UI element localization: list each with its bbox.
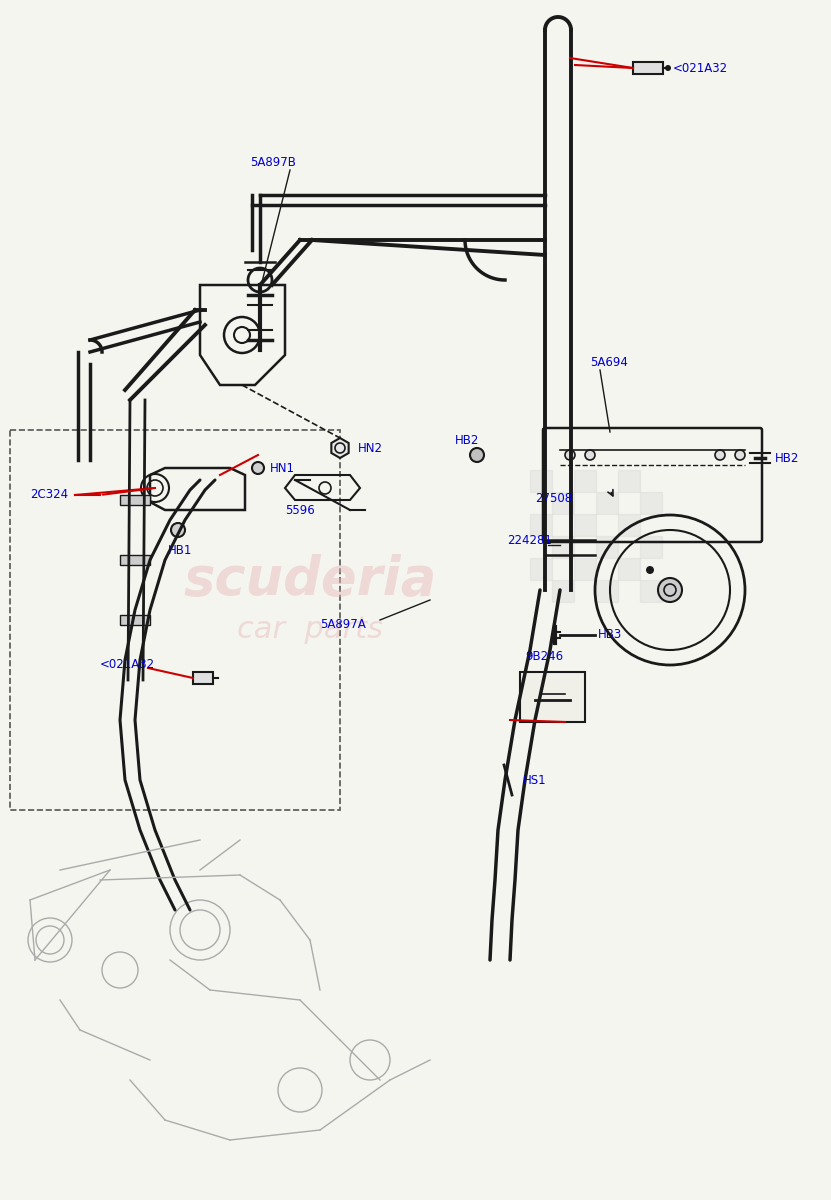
Bar <box>530 514 552 536</box>
Bar <box>574 558 596 580</box>
Circle shape <box>646 566 654 574</box>
Text: HB3: HB3 <box>598 629 622 642</box>
Bar <box>596 536 618 558</box>
Text: <021A32: <021A32 <box>673 61 728 74</box>
Bar <box>596 580 618 602</box>
Bar <box>552 580 574 602</box>
Text: <021A32: <021A32 <box>100 659 155 672</box>
Bar <box>618 514 640 536</box>
Text: 224281: 224281 <box>507 534 552 546</box>
Polygon shape <box>332 438 349 458</box>
Text: 9B246: 9B246 <box>525 650 563 664</box>
Circle shape <box>715 450 725 460</box>
Text: scuderia: scuderia <box>184 554 436 606</box>
Text: car  parts: car parts <box>237 616 383 644</box>
Text: 2C324: 2C324 <box>30 488 68 502</box>
Bar <box>552 536 574 558</box>
Bar <box>120 614 150 625</box>
Text: HS1: HS1 <box>523 774 547 786</box>
Text: 5A897A: 5A897A <box>320 618 366 631</box>
Text: 5A897B: 5A897B <box>250 156 296 168</box>
Circle shape <box>665 65 671 71</box>
Text: HB1: HB1 <box>168 544 192 557</box>
Bar <box>520 672 585 722</box>
Bar <box>618 558 640 580</box>
Bar <box>596 492 618 514</box>
Bar <box>640 492 662 514</box>
Text: 5596: 5596 <box>285 504 315 516</box>
Text: HN2: HN2 <box>358 442 383 455</box>
Circle shape <box>252 462 264 474</box>
Text: 5A694: 5A694 <box>590 355 628 368</box>
Circle shape <box>585 450 595 460</box>
Bar <box>10 430 340 810</box>
Circle shape <box>171 523 185 538</box>
Circle shape <box>658 578 682 602</box>
Bar <box>193 672 213 684</box>
Circle shape <box>470 448 484 462</box>
Bar <box>618 470 640 492</box>
Bar <box>530 558 552 580</box>
Bar <box>552 492 574 514</box>
Circle shape <box>735 450 745 460</box>
Bar <box>640 536 662 558</box>
Bar <box>120 554 150 565</box>
Bar <box>574 514 596 536</box>
Text: HB2: HB2 <box>455 433 479 446</box>
Text: 27508: 27508 <box>535 492 572 504</box>
Bar <box>633 62 663 74</box>
Bar <box>530 470 552 492</box>
Text: HN1: HN1 <box>270 462 295 474</box>
Bar <box>640 580 662 602</box>
Text: HB2: HB2 <box>775 451 799 464</box>
Bar <box>120 494 150 505</box>
Bar <box>574 470 596 492</box>
Circle shape <box>565 450 575 460</box>
